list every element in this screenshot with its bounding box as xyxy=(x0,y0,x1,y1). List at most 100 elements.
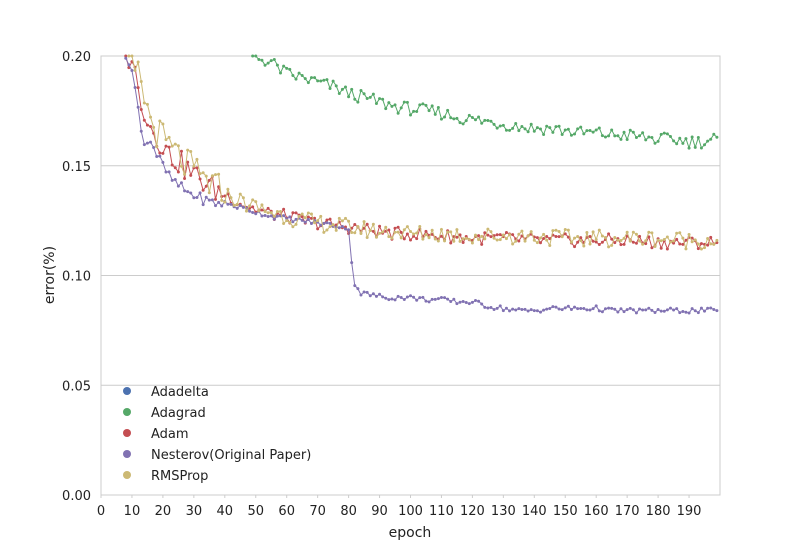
data-point xyxy=(145,123,149,127)
data-point xyxy=(337,216,341,220)
x-tick-label: 60 xyxy=(278,504,295,519)
data-point xyxy=(668,135,672,139)
data-point xyxy=(214,173,218,177)
data-point xyxy=(263,210,267,214)
data-point xyxy=(600,234,604,238)
data-point xyxy=(158,151,162,155)
data-point xyxy=(554,234,558,238)
data-point xyxy=(430,228,434,232)
data-point xyxy=(625,308,629,312)
data-point xyxy=(142,143,146,147)
data-point xyxy=(523,307,527,311)
data-point xyxy=(681,141,685,145)
data-point xyxy=(523,127,527,131)
data-point xyxy=(396,294,400,298)
data-point xyxy=(554,125,558,129)
data-point xyxy=(594,240,598,244)
data-point xyxy=(470,241,474,245)
data-point xyxy=(517,129,521,133)
data-point xyxy=(458,121,462,125)
data-point xyxy=(424,299,428,303)
data-point xyxy=(653,141,657,145)
data-point xyxy=(709,306,713,310)
data-point xyxy=(405,232,409,236)
data-point xyxy=(687,146,691,150)
data-point xyxy=(480,242,484,246)
data-point xyxy=(306,81,310,85)
data-point xyxy=(591,130,595,134)
data-point xyxy=(179,181,183,185)
data-point xyxy=(427,300,431,304)
data-point xyxy=(622,242,626,246)
data-point xyxy=(353,223,357,227)
data-point xyxy=(656,139,660,143)
data-point xyxy=(402,237,406,241)
data-point xyxy=(625,137,629,141)
data-point xyxy=(603,135,607,139)
data-point xyxy=(573,132,577,136)
data-point xyxy=(412,234,416,238)
data-point xyxy=(684,310,688,314)
data-point xyxy=(712,307,716,311)
data-point xyxy=(569,307,573,311)
data-point xyxy=(396,225,400,229)
data-point xyxy=(480,234,484,238)
data-point xyxy=(217,172,221,176)
data-point xyxy=(186,190,190,194)
data-point xyxy=(269,214,273,218)
data-point xyxy=(344,227,347,231)
data-point xyxy=(251,210,255,214)
data-point xyxy=(235,202,239,206)
x-tick-label: 110 xyxy=(429,504,454,519)
data-point xyxy=(665,235,669,239)
data-point xyxy=(662,238,666,241)
data-point xyxy=(214,204,218,208)
data-point xyxy=(365,290,369,294)
data-point xyxy=(251,205,255,209)
data-point xyxy=(470,300,474,304)
data-point xyxy=(699,242,703,246)
data-point xyxy=(508,309,512,313)
y-tick-label: 0.05 xyxy=(62,379,91,394)
data-point xyxy=(634,232,638,236)
data-point xyxy=(622,130,626,134)
data-point xyxy=(164,144,168,148)
data-point xyxy=(186,160,190,164)
data-point xyxy=(189,173,193,177)
data-point xyxy=(690,240,694,244)
data-point xyxy=(279,71,283,75)
data-point xyxy=(300,74,304,78)
data-point xyxy=(560,133,564,137)
data-point xyxy=(443,115,447,119)
data-point xyxy=(381,230,385,234)
data-point xyxy=(405,225,409,229)
data-point xyxy=(424,233,428,237)
data-point xyxy=(328,221,332,225)
data-point xyxy=(130,54,134,58)
data-point xyxy=(334,228,338,232)
data-point xyxy=(251,198,255,202)
data-point xyxy=(641,308,645,312)
data-point xyxy=(412,109,416,113)
data-point xyxy=(149,140,153,144)
data-point xyxy=(368,229,372,232)
data-point xyxy=(706,139,710,143)
data-point xyxy=(619,307,623,311)
data-point xyxy=(183,189,187,193)
data-point xyxy=(523,239,527,243)
data-point xyxy=(464,301,468,305)
data-point xyxy=(371,92,375,96)
data-point xyxy=(347,95,351,99)
data-point xyxy=(659,246,663,250)
data-point xyxy=(455,228,459,232)
legend: Adadelta Adagrad Adam Nesterov(Original Pap… xyxy=(123,385,311,484)
data-point xyxy=(164,170,168,174)
data-point xyxy=(514,308,518,312)
data-point xyxy=(347,228,351,232)
data-point xyxy=(272,214,276,218)
data-point xyxy=(384,296,388,300)
data-point xyxy=(514,239,518,243)
data-point xyxy=(545,307,549,311)
data-point xyxy=(399,230,403,234)
